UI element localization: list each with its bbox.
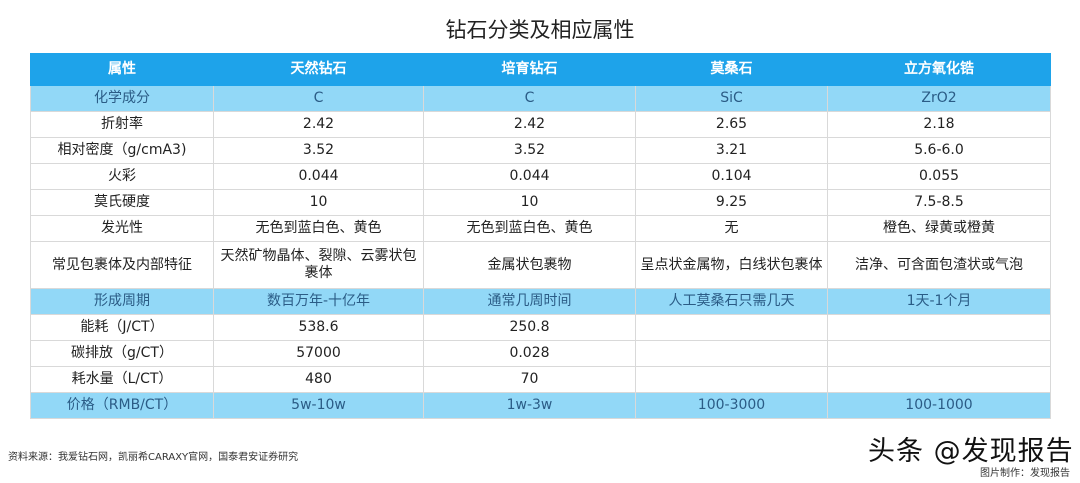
- table-cell: 无: [635, 215, 828, 242]
- table-cell: 3.52: [213, 137, 424, 164]
- table-cell: 0.044: [213, 163, 424, 190]
- row-label: 发光性: [30, 215, 214, 242]
- table-cell: 呈点状金属物，白线状包裹体: [635, 241, 828, 289]
- table-row: 价格（RMB/CT） 5w-10w 1w-3w 100-3000 100-1000: [30, 392, 1051, 419]
- table-row: 常见包裹体及内部特征 天然矿物晶体、裂隙、云雾状包裹体 金属状包裹物 呈点状金属物，白…: [30, 241, 1051, 289]
- table-row: 碳排放（g/CT） 57000 0.028: [30, 340, 1051, 367]
- table-cell: 人工莫桑石只需几天: [635, 288, 828, 315]
- table-cell: 10: [213, 189, 424, 216]
- row-label: 折射率: [30, 111, 214, 138]
- table-cell: 无色到蓝白色、黄色: [423, 215, 636, 242]
- row-label: 化学成分: [30, 85, 214, 112]
- table-cell: 2.42: [213, 111, 424, 138]
- table-cell: 10: [423, 189, 636, 216]
- table-cell: C: [213, 85, 424, 112]
- table-cell: 1天-1个月: [827, 288, 1051, 315]
- table-cell: 2.18: [827, 111, 1051, 138]
- row-label: 价格（RMB/CT）: [30, 392, 214, 419]
- table-cell: [635, 366, 828, 393]
- row-label: 碳排放（g/CT）: [30, 340, 214, 367]
- table-cell: 7.5-8.5: [827, 189, 1051, 216]
- row-label: 常见包裹体及内部特征: [30, 241, 214, 289]
- table-cell: [635, 314, 828, 341]
- table-header-row: 属性 天然钻石 培育钻石 莫桑石 立方氧化锆: [30, 53, 1051, 86]
- column-header: 天然钻石: [213, 53, 424, 86]
- row-label: 耗水量（L/CT）: [30, 366, 214, 393]
- table-cell: 5.6-6.0: [827, 137, 1051, 164]
- table-cell: 3.52: [423, 137, 636, 164]
- table-row: 相对密度（g/cmA3) 3.52 3.52 3.21 5.6-6.0: [30, 137, 1051, 164]
- table-cell: 5w-10w: [213, 392, 424, 419]
- table-cell: 橙色、绿黄或橙黄: [827, 215, 1051, 242]
- source-note: 资料来源：我爱钻石网，凯丽希CARAXY官网，国泰君安证券研究: [8, 452, 299, 463]
- table-cell: 0.104: [635, 163, 828, 190]
- table-cell: 70: [423, 366, 636, 393]
- table-cell: 金属状包裹物: [423, 241, 636, 289]
- table-cell: 2.65: [635, 111, 828, 138]
- row-label: 能耗（J/CT）: [30, 314, 214, 341]
- table-cell: 数百万年-十亿年: [213, 288, 424, 315]
- row-label: 莫氏硬度: [30, 189, 214, 216]
- row-label: 相对密度（g/cmA3): [30, 137, 214, 164]
- table-cell: 480: [213, 366, 424, 393]
- column-header: 立方氧化锆: [827, 53, 1051, 86]
- table-row: 莫氏硬度 10 10 9.25 7.5-8.5: [30, 189, 1051, 216]
- table-cell: [827, 366, 1051, 393]
- table-cell: 洁净、可含面包渣状或气泡: [827, 241, 1051, 289]
- column-header: 培育钻石: [423, 53, 636, 86]
- table-row: 发光性 无色到蓝白色、黄色 无色到蓝白色、黄色无橙色、绿黄或橙黄: [30, 215, 1051, 242]
- table-cell: 0.044: [423, 163, 636, 190]
- column-header: 属性: [30, 53, 214, 86]
- table-cell: 57000: [213, 340, 424, 367]
- table-cell: [827, 314, 1051, 341]
- table-cell: 100-3000: [635, 392, 828, 419]
- table-cell: 250.8: [423, 314, 636, 341]
- table-cell: 2.42: [423, 111, 636, 138]
- table-row: 火彩 0.044 0.044 0.104 0.055: [30, 163, 1051, 190]
- table-row: 形成周期 数百万年-十亿年 通常几周时间 人工莫桑石只需几天 1天-1个月: [30, 288, 1051, 315]
- table-cell: 538.6: [213, 314, 424, 341]
- table-cell: 100-1000: [827, 392, 1051, 419]
- table-cell: [827, 340, 1051, 367]
- table-cell: [635, 340, 828, 367]
- table-row: 能耗（J/CT） 538.6 250.8: [30, 314, 1051, 341]
- table-row: 化学成分 C C SiC ZrO2: [30, 85, 1051, 112]
- diamond-properties-table: 属性 天然钻石 培育钻石 莫桑石 立方氧化锆 化学成分 C C SiC ZrO2 折射率 2.42 2…: [30, 53, 1051, 419]
- table-cell: 天然矿物晶体、裂隙、云雾状包裹体: [213, 241, 424, 289]
- table-cell: 9.25: [635, 189, 828, 216]
- row-label: 火彩: [30, 163, 214, 190]
- table-cell: C: [423, 85, 636, 112]
- table-cell: 通常几周时间: [423, 288, 636, 315]
- table-cell: 0.055: [827, 163, 1051, 190]
- table-cell: ZrO2: [827, 85, 1051, 112]
- image-credit: 图片制作：发现报告: [980, 468, 1070, 479]
- column-header: 莫桑石: [635, 53, 828, 86]
- table-row: 折射率 2.42 2.42 2.65 2.18: [30, 111, 1051, 138]
- table-row: 耗水量（L/CT） 480 70: [30, 366, 1051, 393]
- table-cell: 0.028: [423, 340, 636, 367]
- table-cell: SiC: [635, 85, 828, 112]
- watermark: 头条 @发现报告: [868, 436, 1074, 467]
- page-title: 钻石分类及相应属性: [445, 18, 635, 42]
- table-cell: 1w-3w: [423, 392, 636, 419]
- row-label: 形成周期: [30, 288, 214, 315]
- table-cell: 3.21: [635, 137, 828, 164]
- table-cell: 无色到蓝白色、黄色: [213, 215, 424, 242]
